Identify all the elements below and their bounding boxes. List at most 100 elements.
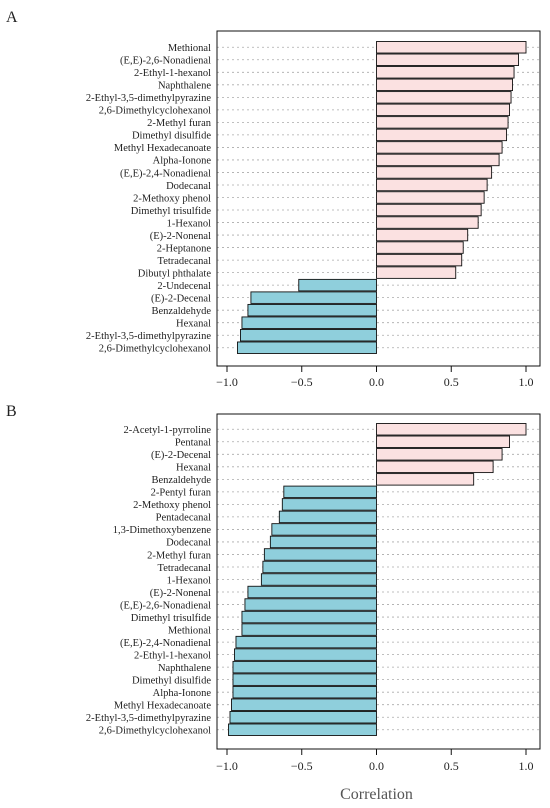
bar: [271, 523, 377, 536]
category-label: 2-Ethyl-1-hexanol: [134, 68, 211, 79]
bar: [237, 341, 377, 354]
bar: [376, 448, 503, 461]
bar: [241, 610, 377, 624]
x-tick-label: −0.5: [291, 375, 313, 389]
bar: [263, 548, 377, 561]
bar: [376, 66, 515, 79]
plot-frame: [216, 413, 541, 750]
category-label: 2-Ethyl-3,5-dimethylpyrazine: [86, 331, 211, 342]
category-label: Hexanal: [176, 463, 211, 474]
category-label: Naphthalene: [158, 81, 211, 92]
bar: [376, 435, 511, 448]
panel-label: B: [6, 403, 17, 420]
x-tick-label: 0.0: [369, 375, 384, 389]
bar: [232, 685, 377, 699]
bar: [376, 41, 527, 54]
bar: [260, 573, 377, 586]
bar: [232, 660, 377, 674]
category-label: (E)-2-Nonenal: [150, 588, 211, 599]
x-tick-label: 0.5: [444, 375, 459, 389]
plot-frame: [216, 30, 541, 367]
bar: [232, 673, 377, 686]
category-label: Methyl Hexadecanoate: [114, 701, 211, 712]
bar: [376, 178, 488, 192]
category-label: Hexanal: [176, 319, 211, 330]
x-tick-label: −1.0: [216, 375, 238, 389]
category-label: (E,E)-2,4-Nonadienal: [120, 168, 211, 179]
bar: [376, 141, 503, 154]
category-label: 2-Acetyl-1-pyrroline: [124, 425, 212, 436]
category-label: Dibutyl phthalate: [138, 268, 212, 279]
bar: [229, 711, 377, 724]
bar: [376, 423, 527, 436]
category-label: (E,E)-2,6-Nonadienal: [120, 56, 211, 67]
bar: [235, 635, 377, 649]
bar: [247, 585, 377, 599]
category-label: 2,6-Dimethylcyclohexanol: [99, 344, 211, 355]
category-label: (E)-2-Nonenal: [150, 231, 211, 242]
category-label: Dimethyl disulfide: [132, 675, 211, 686]
category-label: 2-Pentyl furan: [151, 488, 212, 499]
category-label: Dimethyl trisulfide: [131, 206, 212, 217]
bar: [376, 78, 513, 92]
x-tick-label: 0.0: [369, 759, 384, 773]
category-label: 2-Ethyl-3,5-dimethylpyrazine: [86, 93, 211, 104]
x-tick-label: 1.0: [519, 375, 534, 389]
bar: [247, 303, 377, 317]
bar: [231, 698, 377, 711]
category-label: 2-Methyl furan: [147, 118, 212, 129]
category-label: Dimethyl trisulfide: [131, 613, 212, 624]
category-label: (E,E)-2,4-Nonadienal: [120, 638, 211, 649]
category-label: 2,6-Dimethylcyclohexanol: [99, 726, 211, 737]
bar: [234, 648, 377, 661]
bar: [376, 473, 475, 486]
category-label: Alpha-Ionone: [153, 156, 212, 167]
bar: [376, 116, 509, 129]
bar: [376, 53, 519, 66]
category-label: Dodecanal: [166, 538, 211, 549]
category-label: Methional: [168, 625, 211, 636]
category-label: Dimethyl disulfide: [132, 131, 211, 142]
bar: [278, 510, 377, 524]
bar: [228, 723, 377, 736]
category-label: (E)-2-Decenal: [151, 293, 211, 304]
category-label: Dodecanal: [166, 181, 211, 192]
category-label: 2-Ethyl-3,5-dimethylpyrazine: [86, 713, 211, 724]
x-axis-title: Correlation: [340, 786, 413, 803]
bar: [376, 153, 500, 167]
category-label: Methyl Hexadecanoate: [114, 143, 211, 154]
x-tick-label: 0.5: [444, 759, 459, 773]
category-label: 2-Heptanone: [157, 243, 212, 254]
bar: [241, 623, 377, 636]
category-label: 2-Methyl furan: [147, 550, 212, 561]
category-label: 1-Hexanol: [167, 575, 211, 586]
bar: [376, 166, 493, 179]
bar: [376, 228, 469, 242]
category-label: Tetradecanal: [158, 256, 212, 267]
category-label: 2-Methoxy phenol: [133, 193, 211, 204]
category-label: (E,E)-2,6-Nonadienal: [120, 600, 211, 611]
category-label: 2,6-Dimethylcyclohexanol: [99, 106, 211, 117]
category-label: Pentadecanal: [156, 513, 211, 524]
category-label: Alpha-Ionone: [153, 688, 212, 699]
bar: [376, 103, 511, 117]
x-tick-label: −1.0: [216, 759, 238, 773]
panel-label: A: [6, 9, 18, 26]
bar: [298, 278, 377, 292]
category-label: 2-Ethyl-1-hexanol: [134, 650, 211, 661]
category-label: Benzaldehyde: [152, 475, 212, 486]
bar: [376, 266, 457, 279]
chart-panel-b: B 2-Acetyl-1-pyrroline Pentanal(E)-2-Decen…: [6, 403, 541, 773]
bar: [281, 498, 377, 511]
category-label: Benzaldehyde: [152, 306, 212, 317]
bar: [250, 291, 377, 304]
bar: [376, 203, 482, 217]
bar: [376, 253, 463, 267]
category-label: 2-Undecenal: [157, 281, 211, 292]
category-label: Methional: [168, 43, 211, 54]
bar: [376, 191, 485, 204]
category-label: 2-Methoxy phenol: [133, 500, 211, 511]
bar: [376, 241, 464, 254]
category-label: 1-Hexanol: [167, 218, 211, 229]
